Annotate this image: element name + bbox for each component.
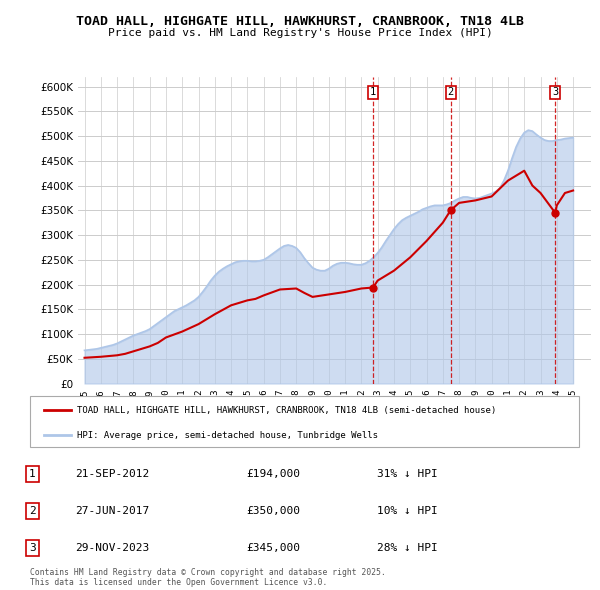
Text: 1: 1 <box>29 469 35 479</box>
Text: 1: 1 <box>370 87 376 97</box>
Text: 21-SEP-2012: 21-SEP-2012 <box>75 469 149 479</box>
Text: 29-NOV-2023: 29-NOV-2023 <box>75 543 149 553</box>
Text: TOAD HALL, HIGHGATE HILL, HAWKHURST, CRANBROOK, TN18 4LB: TOAD HALL, HIGHGATE HILL, HAWKHURST, CRA… <box>76 15 524 28</box>
Text: TOAD HALL, HIGHGATE HILL, HAWKHURST, CRANBROOK, TN18 4LB (semi-detached house): TOAD HALL, HIGHGATE HILL, HAWKHURST, CRA… <box>77 406 496 415</box>
Text: 27-JUN-2017: 27-JUN-2017 <box>75 506 149 516</box>
Text: HPI: Average price, semi-detached house, Tunbridge Wells: HPI: Average price, semi-detached house,… <box>77 431 378 440</box>
Text: 2: 2 <box>29 506 35 516</box>
Text: 10% ↓ HPI: 10% ↓ HPI <box>377 506 438 516</box>
Text: £194,000: £194,000 <box>246 469 300 479</box>
Text: 31% ↓ HPI: 31% ↓ HPI <box>377 469 438 479</box>
Text: 28% ↓ HPI: 28% ↓ HPI <box>377 543 438 553</box>
FancyBboxPatch shape <box>30 396 579 447</box>
Text: Contains HM Land Registry data © Crown copyright and database right 2025.
This d: Contains HM Land Registry data © Crown c… <box>30 568 386 587</box>
Text: 3: 3 <box>29 543 35 553</box>
Text: 3: 3 <box>552 87 558 97</box>
Text: Price paid vs. HM Land Registry's House Price Index (HPI): Price paid vs. HM Land Registry's House … <box>107 28 493 38</box>
Text: £345,000: £345,000 <box>246 543 300 553</box>
Text: £350,000: £350,000 <box>246 506 300 516</box>
Text: 2: 2 <box>448 87 454 97</box>
